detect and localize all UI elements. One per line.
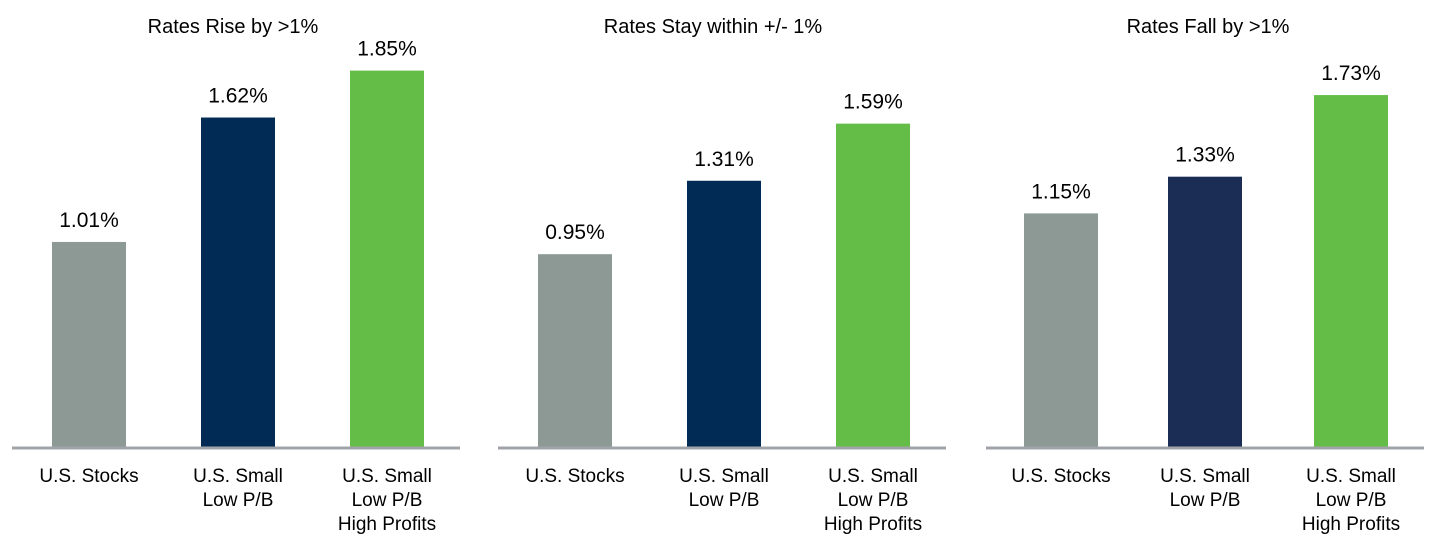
category-label: U.S. Stocks [39,466,138,487]
category-label: U.S. Small [1306,466,1396,487]
data-label: 1.33% [1175,144,1235,167]
category-label: High Profits [338,514,436,535]
category-label: U.S. Small [828,466,918,487]
bar-2 [687,180,761,448]
category-label: Low P/B [1170,490,1241,511]
data-label: 1.85% [357,38,417,61]
data-label: 0.95% [545,221,605,244]
bar-3 [1314,95,1388,448]
category-label: U.S. Stocks [525,466,624,487]
category-label: U.S. Small [1160,466,1250,487]
category-label: Low P/B [838,490,909,511]
bar-3 [350,70,424,448]
category-label: Low P/B [1316,490,1387,511]
chart-panel-3: Rates Fall by >1% 1.15% U.S. Stocks 1.33% U.… [986,16,1424,535]
data-label: 1.59% [843,91,903,114]
category-label: Low P/B [203,490,274,511]
panel-title: Rates Fall by >1% [1127,16,1290,38]
bar-1 [1024,213,1098,448]
data-label: 1.62% [208,85,268,108]
chart-panel-1: Rates Rise by >1% 1.01% U.S. Stocks 1.62% U.… [12,16,460,535]
panel-title: Rates Stay within +/- 1% [604,16,823,38]
data-label: 1.73% [1321,62,1381,85]
panel-title: Rates Rise by >1% [148,16,319,38]
chart-panel-2: Rates Stay within +/- 1% 0.95% U.S. Stocks… [498,16,946,535]
category-label: High Profits [824,514,922,535]
bar-3 [836,123,910,448]
data-label: 1.15% [1031,180,1091,203]
bar-2 [201,117,275,449]
bar-2 [1168,176,1242,448]
category-label: Low P/B [352,490,423,511]
data-label: 1.01% [59,209,119,232]
data-label: 1.31% [694,148,754,171]
bar-1 [538,254,612,448]
category-label: U.S. Small [679,466,769,487]
category-label: Low P/B [689,490,760,511]
category-label: U.S. Stocks [1011,466,1110,487]
category-label: High Profits [1302,514,1400,535]
category-label: U.S. Small [342,466,432,487]
category-label: U.S. Small [193,466,283,487]
bar-1 [52,241,126,448]
